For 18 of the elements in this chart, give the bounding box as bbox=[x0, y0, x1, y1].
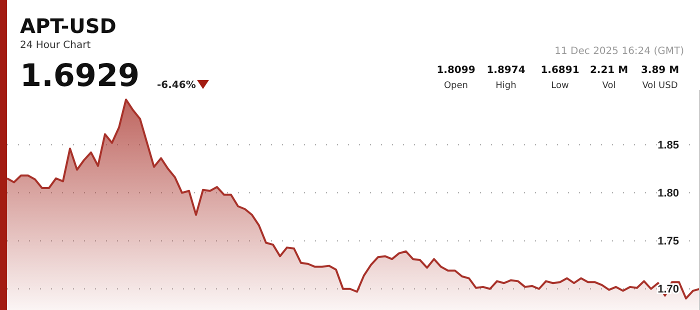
text: 2.21 M bbox=[590, 65, 628, 76]
y-tick-label: 1.75 bbox=[658, 235, 679, 248]
text: 3.89 M bbox=[640, 65, 680, 76]
text: 11 Dec 2025 16:24 (GMT) bbox=[554, 46, 684, 57]
y-tick-label: 1.80 bbox=[658, 187, 679, 200]
y-tick-label: 1.85 bbox=[658, 139, 679, 152]
annotation: Vol bbox=[602, 81, 616, 91]
annotation: High bbox=[496, 81, 516, 91]
text: 1.8099 bbox=[436, 65, 476, 76]
annotation: 1.6929 bbox=[20, 58, 140, 94]
chart-subtitle: 24 Hour Chart bbox=[20, 40, 91, 51]
chart-title: APT-USD bbox=[20, 14, 116, 38]
annotation: Vol USD bbox=[642, 81, 678, 91]
text: 1.8974 bbox=[486, 65, 526, 76]
annotation: Low bbox=[551, 81, 569, 91]
text: 1.6891 bbox=[540, 65, 580, 76]
annotation: Open bbox=[444, 81, 468, 91]
annotation: -6.46% bbox=[157, 80, 196, 91]
